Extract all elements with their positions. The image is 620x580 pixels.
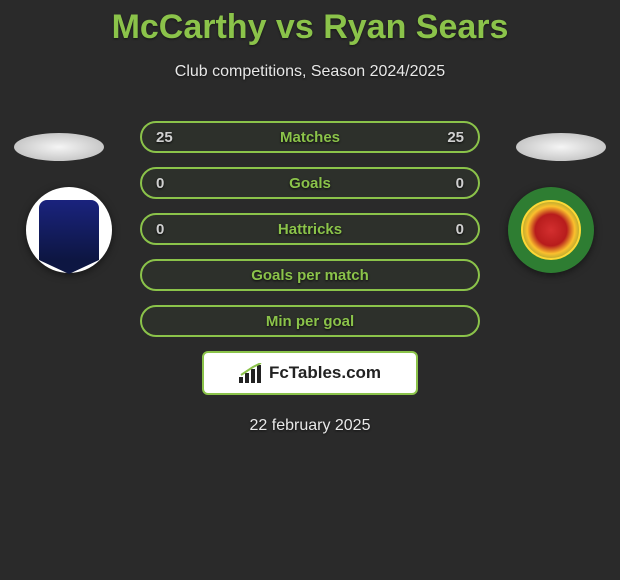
branding-text: FcTables.com [269,363,381,383]
stat-row-matches: 25 Matches 25 [140,121,480,153]
stat-label: Matches [280,129,340,146]
club-badge-right [508,187,594,273]
stat-right-value: 0 [434,175,464,192]
stat-row-hattricks: 0 Hattricks 0 [140,213,480,245]
stat-left-value: 25 [156,129,186,146]
stat-left-value: 0 [156,175,186,192]
branding-box[interactable]: FcTables.com [202,351,418,395]
stat-row-goals-per-match: Goals per match [140,259,480,291]
club-crest-left [39,200,99,260]
stat-label: Goals [289,175,331,192]
stat-right-value: 0 [434,221,464,238]
stat-rows: 25 Matches 25 0 Goals 0 0 Hattricks 0 Go… [140,121,480,337]
stat-label: Min per goal [266,313,354,330]
comparison-title: McCarthy vs Ryan Sears [0,0,620,47]
stat-row-min-per-goal: Min per goal [140,305,480,337]
comparison-date: 22 february 2025 [0,417,620,435]
comparison-subtitle: Club competitions, Season 2024/2025 [0,63,620,81]
player-left-placeholder [14,133,104,161]
stat-row-goals: 0 Goals 0 [140,167,480,199]
stat-left-value: 0 [156,221,186,238]
club-crest-right [521,200,581,260]
club-badge-left [26,187,112,273]
chart-icon [239,363,263,383]
stat-right-value: 25 [434,129,464,146]
stat-label: Hattricks [278,221,342,238]
comparison-content: 25 Matches 25 0 Goals 0 0 Hattricks 0 Go… [0,121,620,435]
player-right-placeholder [516,133,606,161]
stat-label: Goals per match [251,267,369,284]
